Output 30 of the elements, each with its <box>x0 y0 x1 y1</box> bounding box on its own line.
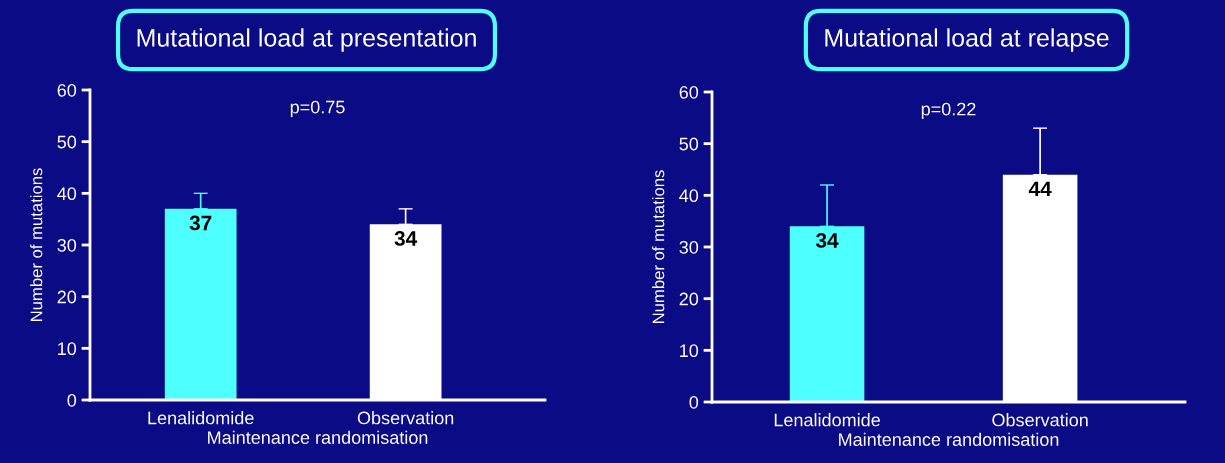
y-tick-label: 50 <box>57 135 77 149</box>
x-axis-title: Maintenance randomisation <box>839 432 1059 446</box>
x-tick-label: Lenalidomide <box>774 413 880 427</box>
y-tick-label: 30 <box>679 240 699 254</box>
y-tick-label: 0 <box>67 393 77 407</box>
x-axis-title: Maintenance randomisation <box>208 430 428 444</box>
y-tick-label: 30 <box>57 238 77 252</box>
y-axis-title: Number of mutations <box>30 168 43 321</box>
y-tick-label: 60 <box>679 85 699 99</box>
x-tick-label: Lenalidomide <box>148 411 254 425</box>
annotation: p=0.22 <box>921 102 976 120</box>
data-label: 37 <box>189 215 212 231</box>
y-tick-label: 20 <box>57 290 77 304</box>
y-tick-label: 60 <box>57 83 77 97</box>
y-tick-label: 0 <box>689 395 699 409</box>
data-label: 44 <box>1028 181 1052 196</box>
chart-title: Mutational load at presentation <box>137 28 476 52</box>
y-tick-label: 40 <box>57 187 77 201</box>
data-label: 34 <box>394 231 418 246</box>
y-tick-label: 10 <box>680 344 699 358</box>
y-tick-label: 40 <box>679 189 699 203</box>
x-tick-label: Observation <box>357 411 454 425</box>
y-tick-label: 50 <box>679 137 699 151</box>
y-tick-label: 10 <box>58 342 77 356</box>
chart-title: Mutational load at relapse <box>825 28 1109 52</box>
x-tick-label: Observation <box>992 413 1088 427</box>
annotation: p=0.75 <box>290 100 345 118</box>
data-label: 34 <box>815 233 839 248</box>
y-tick-label: 20 <box>679 292 699 306</box>
y-axis-title: Number of mutations <box>652 170 665 323</box>
